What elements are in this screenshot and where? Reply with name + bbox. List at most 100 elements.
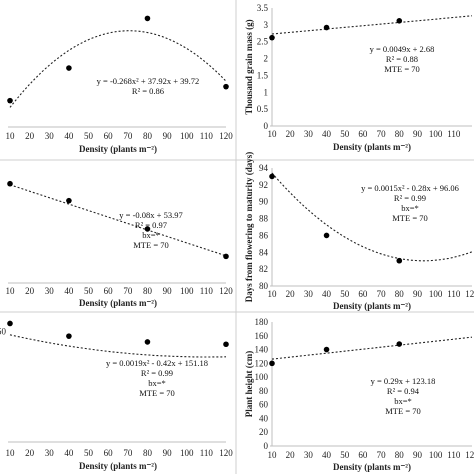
x-tick-label: 100 (180, 448, 194, 458)
trend-annotation: R² = 0.99 (394, 193, 426, 203)
data-point (7, 180, 13, 187)
data-point (323, 24, 330, 31)
x-tick-label: 110 (447, 289, 461, 299)
y-tick-label: 20 (259, 427, 269, 437)
y-tick-label: 86 (259, 230, 269, 240)
x-tick-label: 50 (340, 450, 350, 460)
trend-annotation: y = -0.08x + 53.97 (119, 210, 182, 220)
trend-annotation: R² = 0.88 (386, 54, 418, 64)
x-axis-title: Density (plants m⁻²) (333, 142, 411, 152)
trend-annotation: bx=* (401, 203, 419, 213)
x-tick-label: 30 (304, 450, 314, 460)
y-axis-title: Plant height (cm) (244, 351, 254, 418)
trend-annotation: y = 0.0015x² - 0.28x + 96.06 (361, 183, 459, 193)
data-point (323, 232, 330, 239)
data-point (144, 339, 151, 345)
data-point (396, 257, 403, 264)
trend-annotation: y = 0.29x + 123.18 (371, 376, 436, 386)
data-point (269, 173, 275, 180)
x-tick-label: 40 (64, 448, 74, 458)
x-tick-label: 50 (340, 289, 350, 299)
chart-panel-5: 10 20 30 40 50 60 70 80 90 100 110 120 150 Density (p… (0, 320, 233, 471)
x-tick-label: 20 (25, 286, 35, 296)
y-tick-label: 94 (259, 163, 269, 173)
x-tick-label: 120 (465, 450, 474, 460)
x-tick-label: 90 (163, 448, 173, 458)
x-tick-label: 90 (413, 129, 423, 139)
x-tick-label: 40 (322, 129, 332, 139)
x-tick-label: 60 (104, 131, 114, 141)
y-tick-label: 90 (259, 197, 269, 207)
trend-annotation: bx=* (394, 396, 412, 406)
x-axis-title: Density (plants m⁻²) (79, 461, 157, 471)
data-point (66, 197, 72, 204)
chart-panel-2: 10 20 30 40 50 60 70 80 90 100 110 0 0.5 1 1.5 2 2.5 3 3.5… (244, 3, 473, 152)
y-tick-label: 120 (255, 358, 269, 368)
x-axis-title: Density (plants m⁻²) (79, 298, 157, 308)
x-tick-label: 110 (447, 129, 461, 139)
y-tick-label: 1 (264, 87, 269, 97)
x-tick-label: 100 (429, 129, 443, 139)
x-tick-label: 20 (25, 448, 35, 458)
x-tick-label: 40 (64, 131, 74, 141)
data-point (269, 34, 275, 41)
x-tick-label: 90 (413, 450, 423, 460)
x-tick-label: 30 (304, 289, 314, 299)
x-tick-label: 110 (200, 131, 214, 141)
chart-panel-3: 10 20 30 40 50 60 70 80 90 100 110 120 Density (plan… (6, 180, 233, 308)
y-tick-label: 82 (259, 264, 268, 274)
x-tick-label: 100 (429, 289, 443, 299)
x-tick-label: 50 (340, 129, 350, 139)
y-tick-label: 80 (259, 386, 269, 396)
x-tick-label: 70 (377, 289, 387, 299)
x-tick-label: 120 (219, 448, 233, 458)
x-tick-label: 40 (322, 289, 332, 299)
x-tick-label: 100 (180, 286, 194, 296)
trend-annotation: y = 0.0049x + 2.68 (370, 44, 435, 54)
y-tick-label: 60 (259, 400, 269, 410)
x-tick-label: 70 (377, 129, 387, 139)
y-tick-label: 84 (259, 247, 269, 257)
data-point (7, 320, 13, 327)
y-tick-label: 2 (264, 54, 269, 64)
x-tick-label: 90 (163, 131, 173, 141)
x-tick-label: 80 (143, 448, 153, 458)
data-point (223, 253, 229, 260)
x-tick-label: 110 (200, 448, 214, 458)
x-tick-label: 110 (200, 286, 214, 296)
y-tick-label: 80 (259, 281, 269, 291)
x-tick-label: 60 (358, 289, 368, 299)
trend-annotation: MTE = 70 (133, 240, 169, 250)
trend-annotation: bx=* (142, 230, 160, 240)
x-tick-label: 70 (123, 448, 133, 458)
data-point (223, 341, 229, 348)
data-point (396, 18, 403, 24)
trend-annotation: R² = 0.86 (132, 86, 164, 96)
x-tick-label: 60 (358, 129, 368, 139)
trend-annotation: y = -0.268x² + 37.92x + 39.72 (97, 76, 200, 86)
x-tick-label: 80 (143, 286, 153, 296)
trend-annotation: MTE = 70 (385, 406, 421, 416)
data-point (396, 341, 403, 347)
y-tick-label: 100 (255, 372, 269, 382)
x-tick-label: 20 (286, 289, 296, 299)
x-tick-label: 30 (45, 131, 55, 141)
y-axis-title: Thousand grain mass (g) (244, 19, 254, 114)
x-tick-label: 10 (6, 448, 16, 458)
x-tick-label: 20 (25, 131, 35, 141)
trendline (271, 15, 473, 35)
x-tick-label: 120 (465, 289, 474, 299)
y-tick-label: 150 (0, 327, 7, 337)
trend-annotation: R² = 0.97 (135, 220, 167, 230)
x-tick-label: 100 (429, 450, 443, 460)
x-tick-label: 80 (395, 289, 405, 299)
trend-annotation: bx=* (148, 378, 166, 388)
x-tick-label: 110 (447, 450, 461, 460)
x-tick-label: 90 (163, 286, 173, 296)
x-tick-label: 20 (286, 129, 296, 139)
trend-annotation: MTE = 70 (392, 213, 428, 223)
data-point (323, 346, 330, 353)
x-tick-label: 20 (286, 450, 296, 460)
data-point (269, 360, 275, 367)
